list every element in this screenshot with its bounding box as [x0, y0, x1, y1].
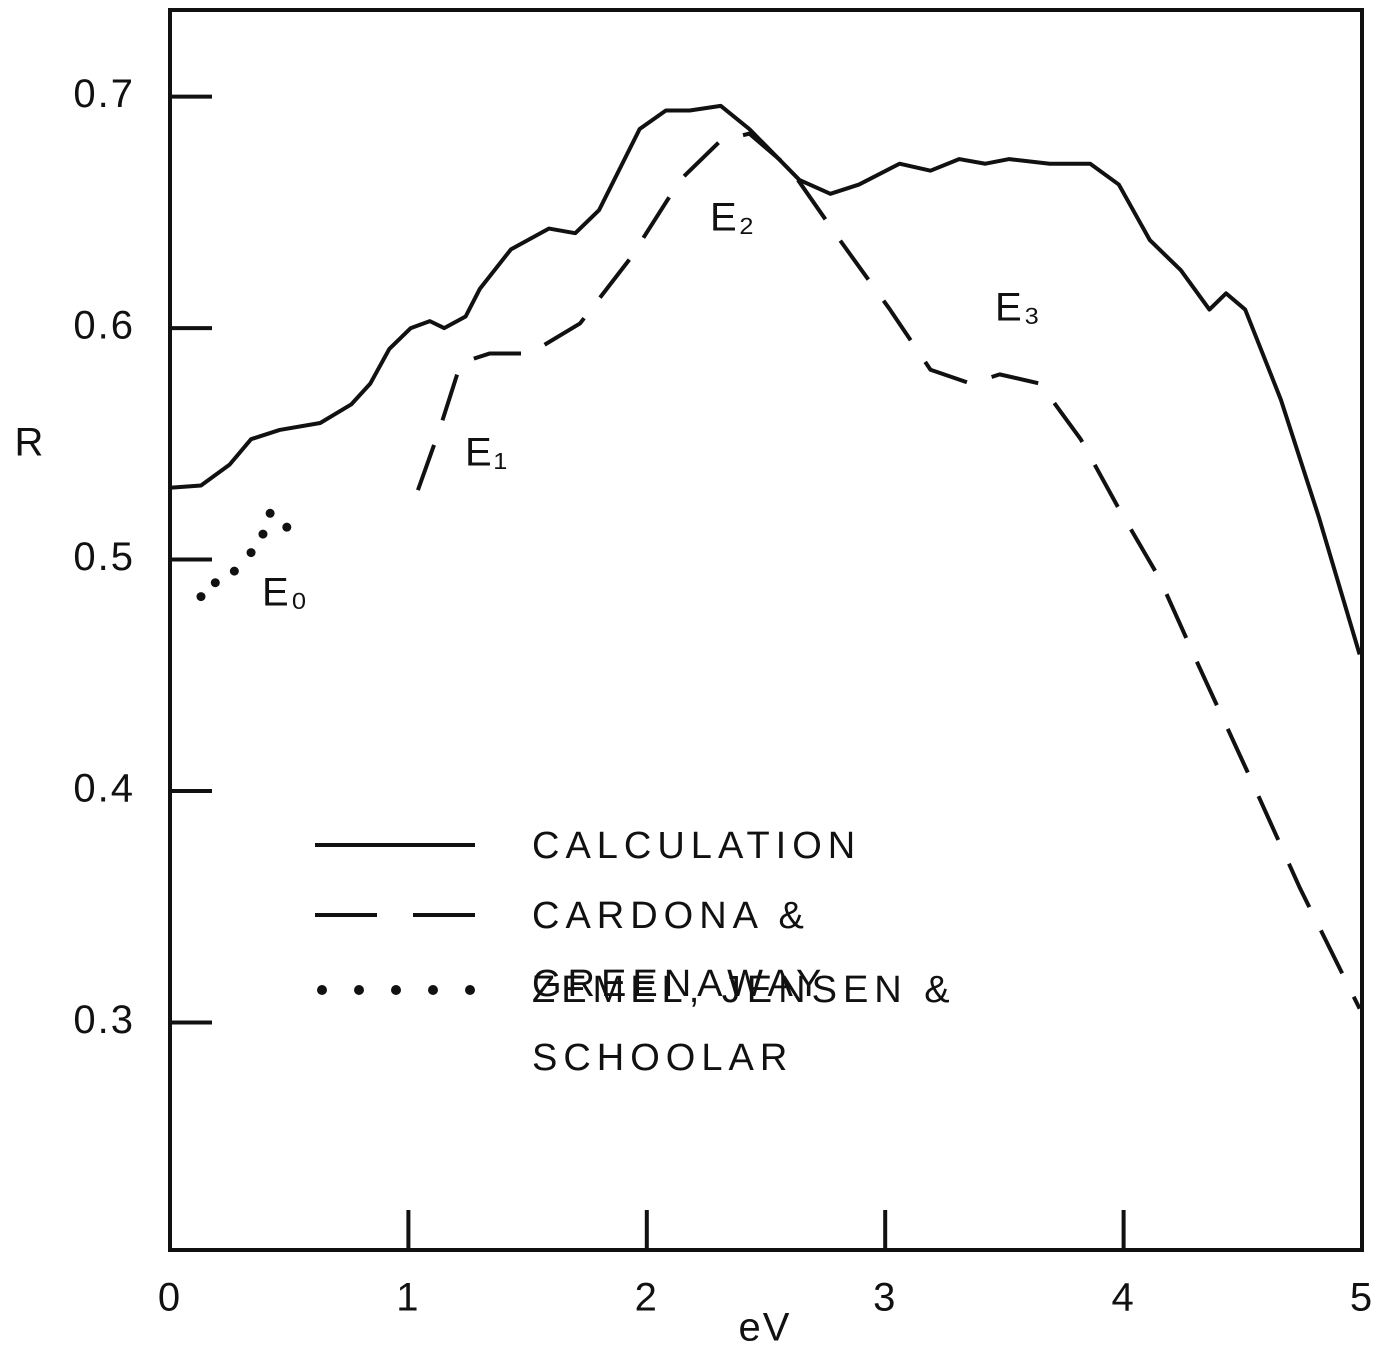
y-tick-label: 0.4 [73, 767, 135, 811]
annotation: E₀ [262, 571, 309, 615]
annotation: E₁ [465, 431, 509, 475]
x-axis-label: eV [739, 1306, 792, 1350]
data-point [210, 578, 220, 588]
legend-swatch [317, 985, 327, 995]
data-point [265, 508, 275, 518]
legend-swatch [465, 985, 475, 995]
data-line [416, 131, 1362, 1010]
data-point [258, 529, 268, 539]
annotation: E₂ [710, 196, 756, 240]
y-tick-label: 0.5 [73, 535, 135, 579]
x-tick-label: 5 [1350, 1276, 1374, 1320]
annotation: E₃ [995, 286, 1042, 330]
y-axis-label: R [15, 421, 46, 465]
legend-swatch [428, 985, 438, 995]
y-tick-label: 0.6 [73, 304, 135, 348]
x-tick-label: 0 [158, 1276, 182, 1320]
legend-swatch [391, 985, 401, 995]
x-tick-label: 2 [635, 1276, 659, 1320]
y-tick-label: 0.3 [73, 998, 135, 1042]
x-tick-label: 1 [396, 1276, 420, 1320]
data-point [246, 548, 256, 558]
legend-swatch [354, 985, 364, 995]
data-point [229, 566, 239, 576]
legend-label: CARDONA & GREENAWAY [532, 895, 828, 1005]
y-tick-label: 0.7 [73, 72, 135, 116]
x-tick-label: 4 [1111, 1276, 1135, 1320]
plot-frame [168, 8, 1364, 1252]
legend-label: ZEMEL, JENSEN & SCHOOLAR [532, 969, 956, 1079]
data-point [196, 592, 206, 602]
x-tick-label: 3 [873, 1276, 897, 1320]
data-line [169, 103, 1362, 656]
legend-label: CALCULATION [532, 825, 862, 867]
data-point [282, 522, 292, 532]
